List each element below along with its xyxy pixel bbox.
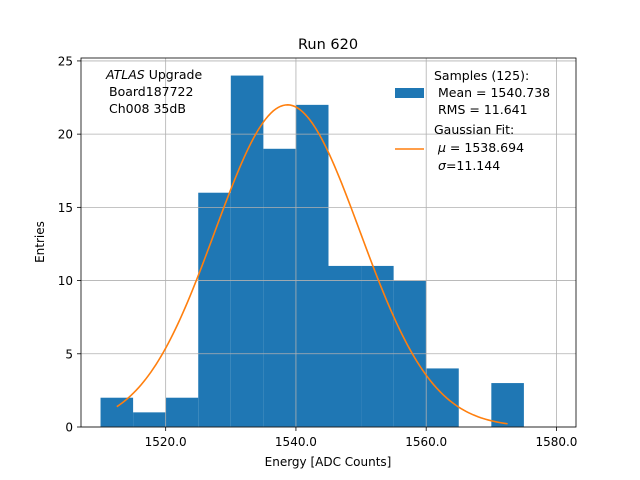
x-axis-ticks: 1520.0 1540.0 1560.0 1580.0 — [145, 427, 577, 449]
histogram-bar — [361, 265, 394, 427]
annotation-board: Board187722 — [109, 84, 193, 99]
legend-rms: RMS = 11.641 — [438, 102, 528, 117]
histogram-bar — [100, 397, 134, 427]
annotation-upgrade: Upgrade — [145, 67, 203, 82]
y-axis-ticks: 0 5 10 15 20 25 — [58, 54, 81, 435]
y-tick-label: 10 — [58, 274, 73, 288]
legend-mu-value: = 1538.694 — [446, 140, 524, 155]
annotation-channel: Ch008 35dB — [109, 101, 186, 116]
histogram-bar — [133, 412, 166, 427]
histogram-bar — [491, 383, 524, 427]
histogram-bar — [198, 192, 231, 427]
annotation-line-1: ATLAS Upgrade — [105, 67, 202, 82]
histogram-bar — [165, 397, 199, 427]
gaussian-fit-curve — [116, 104, 508, 425]
legend-mu-symbol: μ — [437, 140, 446, 155]
histogram-bar — [263, 148, 296, 428]
y-tick-label: 0 — [65, 421, 73, 435]
x-tick-label: 1560.0 — [405, 435, 447, 449]
x-axis-label: Energy [ADC Counts] — [265, 455, 392, 469]
legend-sigma-symbol: σ — [438, 158, 447, 173]
legend-samples-label: Samples (125): — [434, 68, 529, 83]
annotation-atlas: ATLAS — [105, 67, 145, 82]
legend-sigma-value: =11.144 — [446, 158, 500, 173]
legend-histogram-swatch — [395, 88, 424, 98]
y-tick-label: 25 — [58, 54, 73, 68]
y-tick-label: 20 — [58, 128, 73, 142]
histogram-bar — [426, 368, 459, 427]
legend-mean: Mean = 1540.738 — [438, 85, 550, 100]
chart-title: Run 620 — [298, 37, 358, 53]
legend: Samples (125): Mean = 1540.738 RMS = 11.… — [395, 68, 550, 173]
y-tick-label: 5 — [65, 347, 73, 361]
atlas-annotation: ATLAS Upgrade Board187722 Ch008 35dB — [105, 67, 202, 116]
legend-mu: μ = 1538.694 — [437, 140, 524, 155]
histogram-bar — [328, 265, 362, 427]
grid — [81, 58, 576, 428]
y-axis-label: Entries — [33, 221, 47, 263]
legend-sigma: σ=11.144 — [438, 158, 500, 173]
y-tick-label: 15 — [58, 201, 73, 215]
plot-frame — [80, 57, 577, 428]
x-tick-label: 1580.0 — [535, 435, 577, 449]
x-tick-label: 1520.0 — [145, 435, 187, 449]
x-tick-label: 1540.0 — [275, 435, 317, 449]
histogram-bar — [295, 104, 329, 427]
legend-fit-label: Gaussian Fit: — [434, 122, 514, 137]
